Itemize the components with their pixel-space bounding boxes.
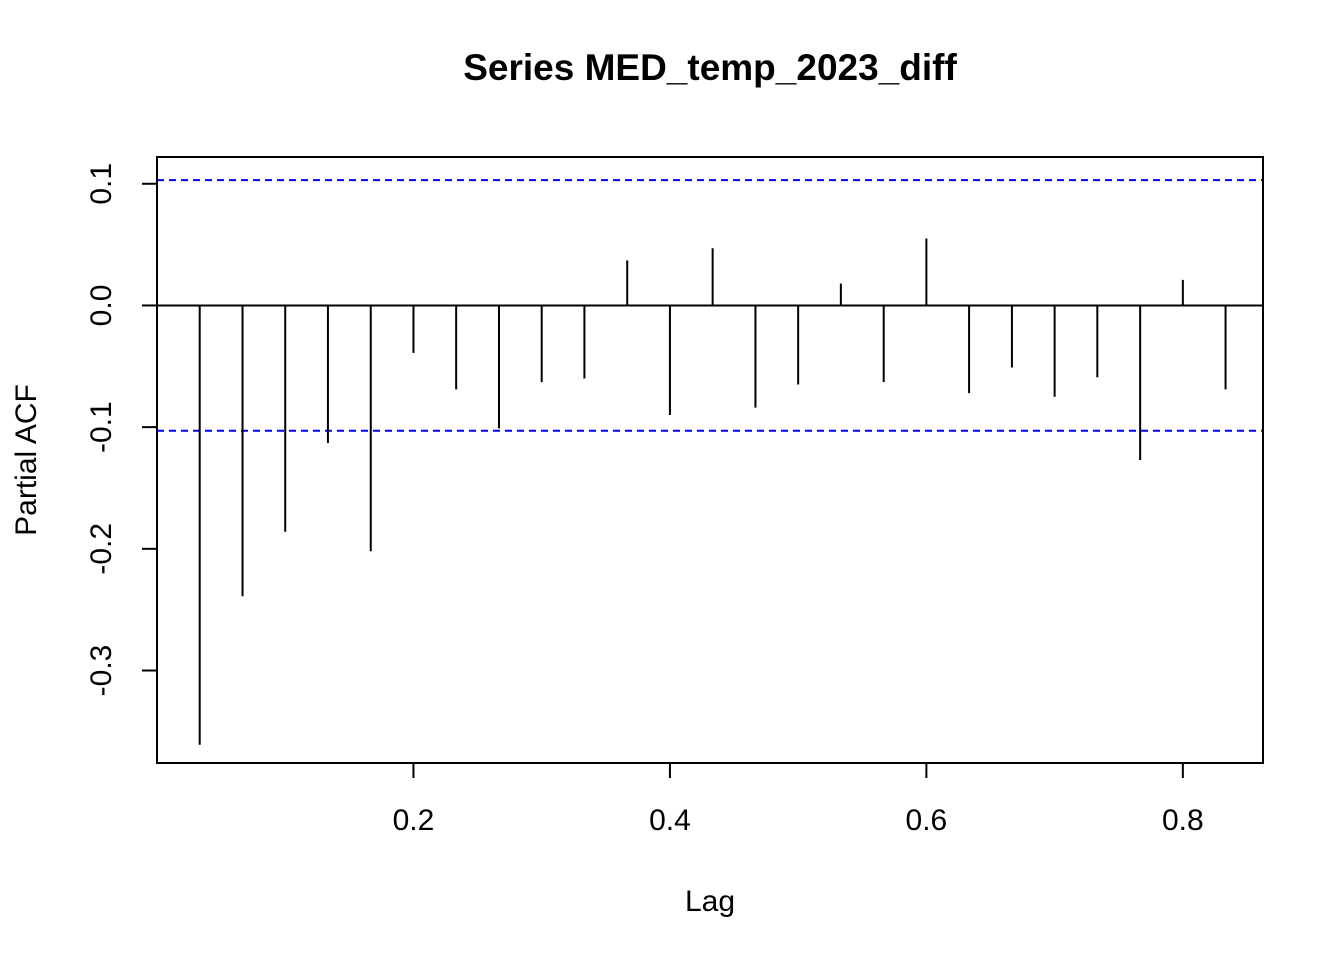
y-axis-label: Partial ACF xyxy=(10,384,43,536)
y-tick-label: -0.2 xyxy=(85,523,118,575)
plot-frame xyxy=(156,156,1264,764)
y-tick-label: 0.1 xyxy=(85,163,118,205)
chart-title: Series MED_temp_2023_diff xyxy=(463,47,957,88)
x-tick-label: 0.8 xyxy=(1162,804,1204,837)
x-tick-label: 0.2 xyxy=(393,804,435,837)
y-tick-label: -0.1 xyxy=(85,401,118,453)
x-axis-label: Lag xyxy=(685,885,735,918)
y-tick-label: -0.3 xyxy=(85,645,118,697)
y-tick-label: 0.0 xyxy=(85,285,118,327)
x-tick-label: 0.6 xyxy=(906,804,948,837)
plot-area: 0.2 0.4 0.6 0.8 -0.3 -0.2 -0.1 0.0 0.1 xyxy=(85,156,1264,837)
x-tick-label: 0.4 xyxy=(649,804,691,837)
